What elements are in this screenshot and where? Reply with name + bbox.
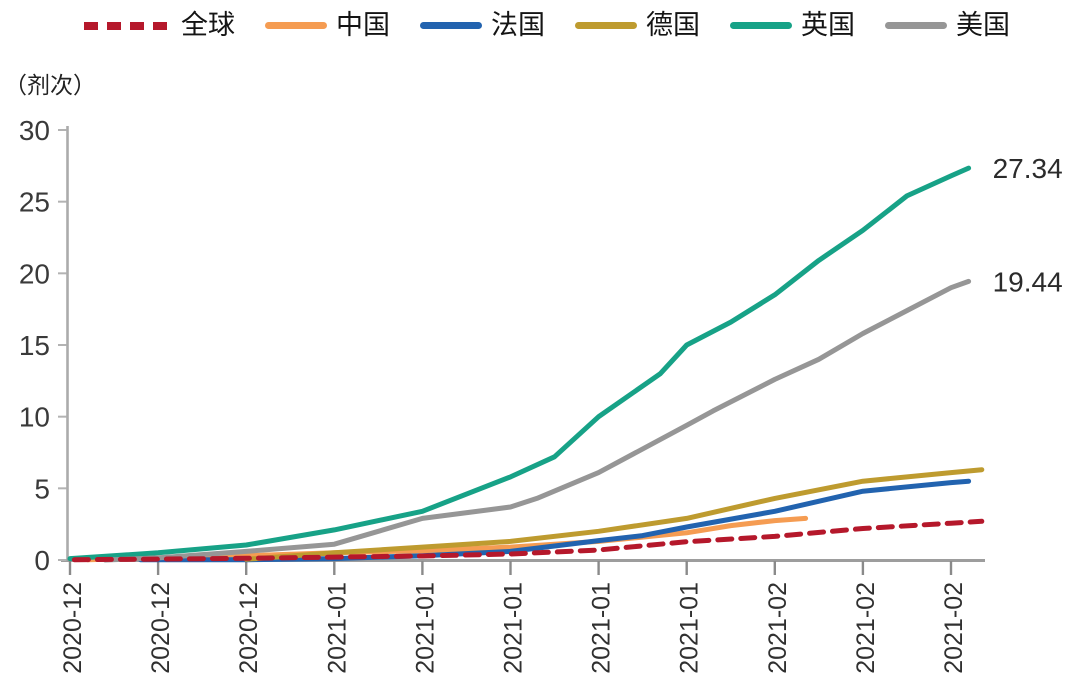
y-tick-label: 15 bbox=[19, 330, 50, 361]
chart-legend: 全球 中国 法国 德国 英国 美国 bbox=[84, 12, 1010, 39]
legend-swatch-germany bbox=[575, 22, 637, 29]
legend-swatch-france bbox=[420, 22, 482, 29]
y-tick-label: 5 bbox=[34, 473, 50, 504]
x-tick-label: 2021-02 bbox=[764, 582, 792, 674]
y-tick-label: 20 bbox=[19, 258, 50, 289]
series-line-uk bbox=[67, 165, 972, 562]
series-line-global bbox=[71, 518, 985, 563]
x-tick-label: 2021-01 bbox=[676, 582, 704, 674]
y-tick-label: 30 bbox=[19, 115, 50, 146]
x-tick-label: 2020-12 bbox=[59, 582, 87, 674]
x-tick-label: 2020-12 bbox=[235, 582, 263, 674]
end-label-uk: 27.34 bbox=[993, 153, 1063, 184]
x-tick-label: 2021-02 bbox=[852, 582, 880, 674]
legend-label: 法国 bbox=[491, 10, 545, 41]
legend-label: 德国 bbox=[646, 10, 700, 41]
legend-item-global: 全球 bbox=[84, 12, 235, 39]
series-line-us bbox=[102, 278, 972, 563]
x-tick-label: 2021-01 bbox=[411, 582, 439, 674]
y-axis-unit-label: （剂次） bbox=[4, 73, 96, 99]
legend-item-uk: 英国 bbox=[730, 12, 855, 39]
y-tick-label: 0 bbox=[34, 545, 50, 576]
legend-label: 中国 bbox=[336, 10, 390, 41]
y-tick-label: 10 bbox=[19, 402, 50, 433]
y-tick-label: 25 bbox=[19, 187, 50, 218]
x-tick-label: 2020-12 bbox=[147, 582, 175, 674]
legend-swatch-china bbox=[265, 22, 327, 29]
series-line-germany bbox=[243, 467, 985, 562]
legend-swatch-us bbox=[885, 22, 947, 29]
x-tick-label: 2021-02 bbox=[940, 582, 968, 674]
legend-swatch-uk bbox=[730, 22, 792, 29]
legend-label: 英国 bbox=[801, 10, 855, 41]
x-tick-label: 2021-01 bbox=[500, 582, 528, 674]
legend-label: 美国 bbox=[956, 10, 1010, 41]
legend-item-france: 法国 bbox=[420, 12, 545, 39]
legend-item-china: 中国 bbox=[265, 12, 390, 39]
end-label-us: 19.44 bbox=[993, 266, 1063, 297]
x-tick-label: 2021-01 bbox=[323, 582, 351, 674]
x-tick-label: 2021-01 bbox=[588, 582, 616, 674]
legend-swatch-global bbox=[84, 21, 172, 30]
legend-label: 全球 bbox=[181, 10, 235, 41]
legend-item-germany: 德国 bbox=[575, 12, 700, 39]
axes: 0 5 10 15 20 25 30 2020-12 2020-12 2020-12 2021-01… bbox=[19, 115, 985, 674]
legend-item-us: 美国 bbox=[885, 12, 1010, 39]
